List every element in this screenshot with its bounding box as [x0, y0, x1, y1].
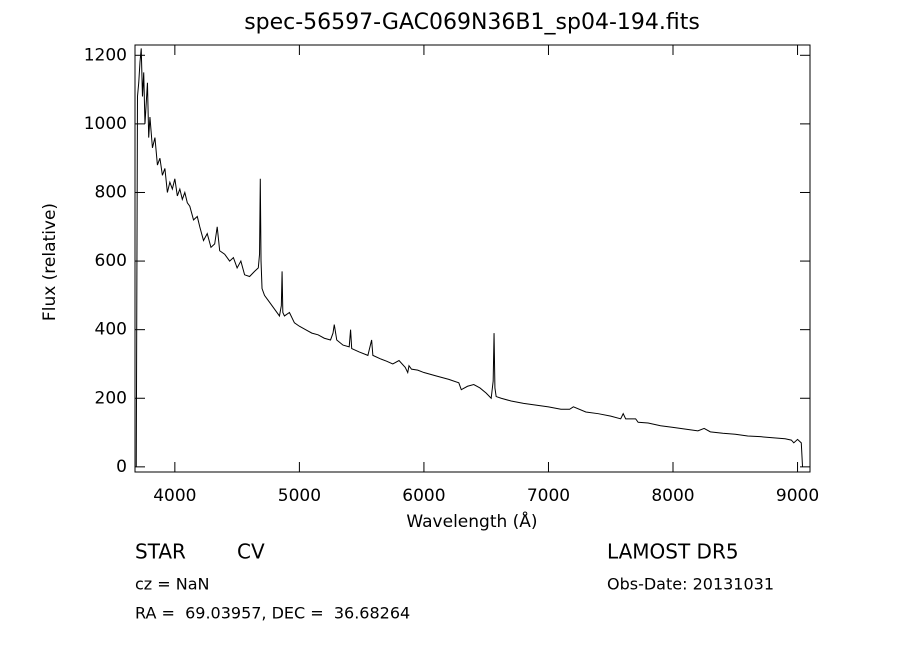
x-tick-label: 7000: [527, 486, 570, 506]
x-tick-label: 8000: [651, 486, 694, 506]
annotation: STAR: [135, 540, 186, 564]
spectrum-line: [135, 48, 804, 467]
annotation: CV: [237, 540, 265, 564]
plot-frame: [134, 44, 811, 473]
annotation: LAMOST DR5: [607, 540, 739, 564]
y-tick-label: 1200: [84, 45, 127, 65]
y-tick-label: 1000: [84, 114, 127, 134]
x-tick-label: 6000: [402, 486, 445, 506]
x-tick-label: 5000: [278, 486, 321, 506]
y-tick-label: 400: [95, 320, 127, 340]
y-tick-label: 800: [95, 182, 127, 202]
x-tick-label: 9000: [776, 486, 819, 506]
annotation: cz = NaN: [135, 575, 210, 594]
x-axis-label: Wavelength (Å): [406, 510, 537, 532]
annotation: Obs-Date: 20131031: [607, 575, 774, 594]
y-tick-label: 200: [95, 388, 127, 408]
annotation: RA = 69.03957, DEC = 36.68264: [135, 604, 410, 623]
y-tick-label: 600: [95, 251, 127, 271]
y-axis-label: Flux (relative): [40, 203, 60, 321]
x-tick-label: 4000: [153, 486, 196, 506]
y-tick-label: 0: [116, 457, 127, 477]
chart-title: spec-56597-GAC069N36B1_sp04-194.fits: [244, 10, 700, 35]
